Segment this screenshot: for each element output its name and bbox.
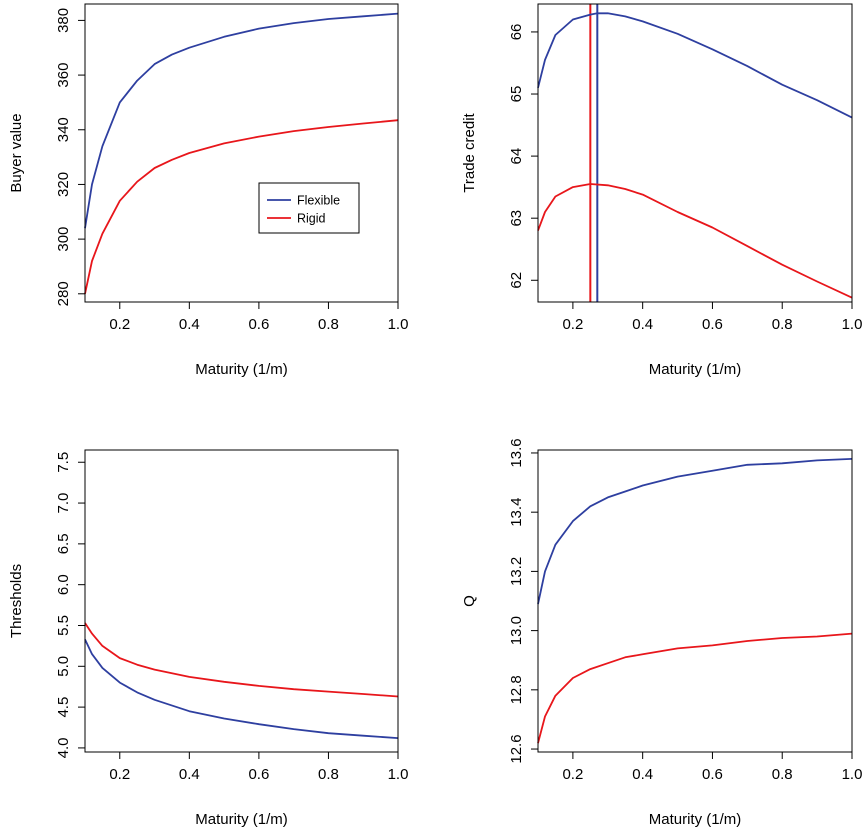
y-tick-label: 13.0 (508, 616, 525, 645)
series-line-rigid (84, 119, 399, 294)
y-tick-label: 66 (508, 24, 525, 41)
y-tick-label: 360 (55, 63, 72, 88)
y-tick-label: 4.5 (55, 697, 72, 718)
y-tick-label: 6.5 (55, 533, 72, 554)
y-tick-label: 320 (55, 172, 72, 197)
y-tick-label: 64 (508, 148, 525, 165)
y-tick-label: 280 (55, 281, 72, 306)
x-axis-label: Maturity (1/m) (195, 361, 288, 378)
x-tick-label: 0.2 (562, 766, 583, 783)
y-axis-label: Q (461, 595, 478, 607)
y-tick-label: 5.0 (55, 656, 72, 677)
y-tick-label: 63 (508, 210, 525, 227)
y-tick-label: 13.2 (508, 557, 525, 586)
y-tick-label: 7.5 (55, 452, 72, 473)
y-axis-label: Thresholds (8, 564, 25, 638)
legend-label-rigid: Rigid (297, 212, 326, 226)
x-tick-label: 0.2 (562, 316, 583, 333)
y-axis-label: Trade credit (461, 112, 478, 192)
legend-label-flexible: Flexible (297, 194, 340, 208)
y-tick-label: 62 (508, 272, 525, 289)
panel-1: 0.2 0.4 0.6 0.8 1.0 280 300 320 340 360 380 Maturit… (8, 3, 409, 378)
legend: Flexible Rigid (258, 182, 360, 234)
panel-3: 0.2 0.4 0.6 0.8 1.0 4.0 4.5 5.0 5.5 6.0 6.5 7.0 7.5 M… (8, 449, 409, 828)
y-tick-label: 6.0 (55, 574, 72, 595)
y-axis-label: Buyer value (8, 113, 25, 192)
plot-frame (84, 449, 399, 753)
x-tick-label: 0.4 (179, 766, 200, 783)
series-line-rigid (84, 622, 399, 698)
x-axis-label: Maturity (1/m) (649, 811, 742, 828)
x-tick-label: 0.2 (109, 766, 130, 783)
y-tick-label: 65 (508, 86, 525, 103)
x-axis-label: Maturity (1/m) (649, 361, 742, 378)
plot-frame (84, 3, 399, 303)
y-tick-label: 340 (55, 117, 72, 142)
y-tick-label: 13.6 (508, 438, 525, 467)
series-line-flexible (84, 639, 399, 739)
plot-frame (537, 3, 853, 303)
x-tick-label: 0.8 (318, 766, 339, 783)
y-tick-label: 5.5 (55, 615, 72, 636)
panel-2: 0.2 0.4 0.6 0.8 1.0 62 63 64 65 66 Maturity (1/m) T… (461, 3, 863, 378)
x-tick-label: 0.8 (318, 316, 339, 333)
x-tick-label: 0.4 (179, 316, 200, 333)
x-tick-label: 0.6 (248, 316, 269, 333)
y-tick-label: 7.0 (55, 493, 72, 514)
y-tick-label: 13.4 (508, 498, 525, 527)
y-tick-label: 380 (55, 8, 72, 33)
x-tick-label: 1.0 (388, 766, 409, 783)
x-tick-label: 1.0 (388, 316, 409, 333)
series-line-flexible (537, 458, 853, 605)
series-line-flexible (84, 12, 399, 229)
y-tick-label: 4.0 (55, 737, 72, 758)
y-tick-label: 12.6 (508, 734, 525, 763)
x-tick-label: 0.4 (632, 766, 653, 783)
y-tick-label: 12.8 (508, 675, 525, 704)
panel-4: 0.2 0.4 0.6 0.8 1.0 12.6 12.8 13.0 13.2 13.4 13.6 M… (461, 438, 862, 828)
x-axis-label: Maturity (1/m) (195, 811, 288, 828)
x-tick-label: 0.6 (702, 316, 723, 333)
x-tick-label: 0.4 (632, 316, 653, 333)
x-tick-label: 0.8 (772, 766, 793, 783)
y-tick-label: 300 (55, 227, 72, 252)
series-line-rigid (537, 183, 853, 299)
series-line-rigid (537, 632, 853, 744)
x-tick-label: 1.0 (842, 766, 863, 783)
series-line-flexible (537, 12, 853, 119)
x-tick-label: 0.8 (772, 316, 793, 333)
x-tick-label: 0.6 (248, 766, 269, 783)
x-tick-label: 0.2 (109, 316, 130, 333)
x-tick-label: 0.6 (702, 766, 723, 783)
plot-frame (537, 449, 853, 753)
x-tick-label: 1.0 (842, 316, 863, 333)
legend-box (258, 182, 360, 234)
